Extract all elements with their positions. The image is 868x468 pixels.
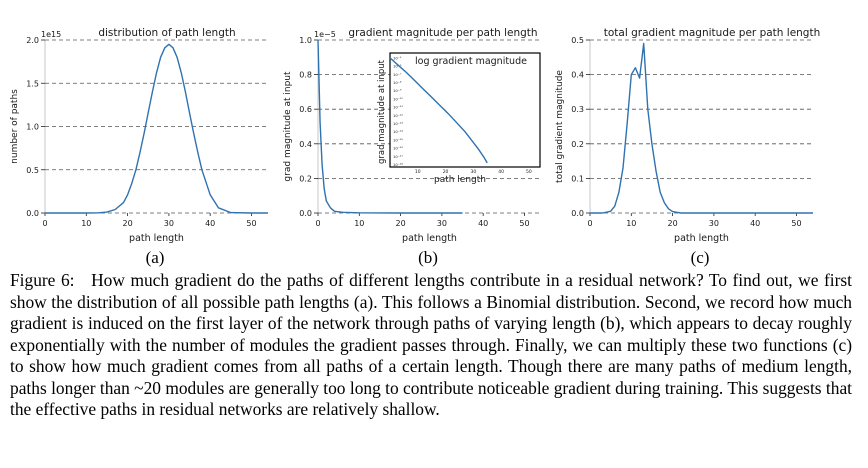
panel-a-offset-label: 1e15 <box>41 30 61 39</box>
inset-ytick-label: 10⁻⁷ <box>393 72 402 77</box>
panel-c-xtick-label: 10 <box>626 219 636 228</box>
panel-c-xtick-label: 20 <box>667 219 677 228</box>
panel-c-ytick-label: 0.5 <box>571 36 584 45</box>
panel-b-label: (b) <box>418 248 438 267</box>
panel-b-xtick-label: 10 <box>354 219 364 228</box>
inset-ytick-label: 10⁻¹⁸ <box>393 162 403 167</box>
panel-c-xtick-label: 30 <box>709 219 719 228</box>
panel-a-xtick-label: 0 <box>42 219 47 228</box>
panel-c-xtick-label: 50 <box>791 219 801 228</box>
panel-b-xtick-label: 50 <box>519 219 529 228</box>
panel-a-series-line <box>45 43 268 214</box>
inset-frame <box>389 52 541 168</box>
panel-b-title: gradient magnitude per path length <box>348 27 537 39</box>
panel-a-title: distribution of path length <box>98 27 235 39</box>
panel-b-ylabel: grad magnitude at input <box>283 71 293 182</box>
panel-b-series-line <box>317 39 463 214</box>
panel-a-xlabel: path length <box>129 233 184 244</box>
inset-xlabel: path length <box>434 175 486 185</box>
panel-a-xtick-label: 40 <box>205 219 215 228</box>
panel-b-ytick-label: 0.2 <box>299 174 312 183</box>
inset-ytick-label: 10⁻¹⁶ <box>393 146 403 151</box>
panel-a-xtick-label: 20 <box>122 219 132 228</box>
panel-a-label: (a) <box>146 248 165 267</box>
panel-c-title: total gradient magnitude per path length <box>604 27 821 39</box>
inset-xtick-label: 30 <box>470 169 476 175</box>
caption-text: How much gradient do the paths of differ… <box>10 270 853 419</box>
inset-series-line <box>389 57 488 164</box>
panel-b-xtick-label: 0 <box>315 219 320 228</box>
panel-a-ytick-label: 1.5 <box>26 79 39 88</box>
figure-caption: Figure 6: How much gradient do the paths… <box>10 270 852 421</box>
inset-ytick-label: 10⁻⁸ <box>393 80 402 85</box>
panel-c-label: (c) <box>691 248 710 267</box>
inset-ytick-label: 10⁻¹⁷ <box>393 154 403 159</box>
panel-c-xtick-label: 40 <box>750 219 760 228</box>
inset-ytick-label: 10⁻⁶ <box>393 64 402 69</box>
panel-c-ytick-label: 0.3 <box>571 105 584 114</box>
inset-xtick-label: 20 <box>443 169 449 175</box>
panel-c-ytick-label: 0.1 <box>571 174 584 183</box>
panel-c-series-line <box>590 42 813 214</box>
panel-b-ytick-label: 0.6 <box>299 105 312 114</box>
panel-a-ylabel: number of paths <box>10 89 20 164</box>
panel-a-ytick-label: 1.0 <box>26 123 39 132</box>
inset-ytick-label: 10⁻⁵ <box>393 55 402 60</box>
inset-ytick-label: 10⁻¹⁴ <box>393 129 403 134</box>
panel-b-offset-label: 1e−5 <box>314 30 336 39</box>
inset-ytick-label: 10⁻⁹ <box>393 88 402 93</box>
panel-c-ytick-label: 0.0 <box>571 209 584 218</box>
inset-ylabel: grad magnitude at input <box>377 59 387 164</box>
panel-c-ytick-label: 0.4 <box>571 71 584 80</box>
panel-b-xtick-label: 40 <box>478 219 488 228</box>
caption-label: Figure 6: <box>10 270 75 290</box>
panel-b-ytick-label: 0.0 <box>299 209 312 218</box>
panel-c-xtick-label: 0 <box>587 219 592 228</box>
panel-a-ytick-label: 0.5 <box>26 166 39 175</box>
panel-b-ytick-label: 0.8 <box>299 71 312 80</box>
panel-c-ytick-label: 0.2 <box>571 140 584 149</box>
inset-ytick-label: 10⁻¹¹ <box>393 105 403 110</box>
inset-ytick-label: 10⁻¹⁵ <box>393 137 403 142</box>
panel-a-ytick-label: 2.0 <box>26 36 39 45</box>
figure-6-charts: 0.0 0.5 1.0 1.5 2.0 0 10 20 30 40 50 distribution o… <box>10 27 821 267</box>
panel-a-xtick-label: 50 <box>246 219 256 228</box>
panel-a-xtick-label: 10 <box>81 219 91 228</box>
inset-title: log gradient magnitude <box>415 56 527 67</box>
inset-xtick-label: 10 <box>415 169 421 175</box>
panel-b-xlabel: path length <box>402 233 457 244</box>
panel-c-ylabel: total gradient magnitude <box>555 70 565 183</box>
panel-b-ytick-label: 1.0 <box>299 36 312 45</box>
panel-a-ytick-label: 0.0 <box>26 209 39 218</box>
inset-ytick-label: 10⁻¹² <box>393 113 403 118</box>
inset-ytick-label: 10⁻¹³ <box>393 121 403 126</box>
panel-b-xtick-label: 20 <box>395 219 405 228</box>
inset-xtick-label: 50 <box>526 169 532 175</box>
inset-ytick-label: 10⁻¹⁰ <box>393 96 403 101</box>
panel-b-xtick-label: 30 <box>437 219 447 228</box>
inset-xtick-label: 40 <box>498 169 504 175</box>
panel-b-ytick-label: 0.4 <box>299 140 312 149</box>
panel-a-xtick-label: 30 <box>164 219 174 228</box>
panel-c-xlabel: path length <box>674 233 729 244</box>
